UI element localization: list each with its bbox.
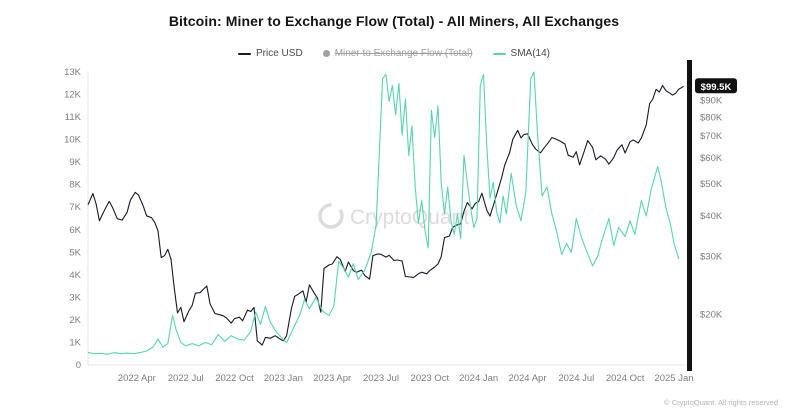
last-price-badge-text: $99.5K <box>701 82 732 93</box>
legend: Price USD Miner to Exchange Flow (Total)… <box>0 48 788 59</box>
left-axis-tick-label: 4K <box>69 270 81 281</box>
last-price-badge <box>695 78 737 94</box>
left-axis-tick-label: 7K <box>69 202 81 213</box>
flow-dot-marker-icon <box>322 50 330 57</box>
x-axis-tick-label: 2022 Oct <box>215 373 254 384</box>
legend-item-miner-flow[interactable]: Miner to Exchange Flow (Total) <box>322 48 473 59</box>
legend-label-price-usd: Price USD <box>256 48 303 59</box>
right-axis-tick-label: $90K <box>700 96 723 107</box>
legend-item-price-usd[interactable]: Price USD <box>238 48 303 59</box>
x-axis-tick-label: 2022 Jul <box>168 373 204 384</box>
right-axis-tick-label: $80K <box>700 112 723 123</box>
watermark-text: CryptoQuant <box>350 206 469 229</box>
left-axis-tick-label: 3K <box>69 292 81 303</box>
series-price-usd <box>87 84 684 346</box>
x-axis-tick-label: 2024 Oct <box>606 373 645 384</box>
legend-label-sma: SMA(14) <box>510 48 550 59</box>
left-axis-tick-label: 8K <box>69 180 81 191</box>
right-axis-tick-label: $30K <box>700 252 723 263</box>
left-axis-tick-label: 10K <box>64 135 82 146</box>
x-axis-tick-label: 2023 Jul <box>363 373 399 384</box>
right-axis-tick-label: $50K <box>700 179 723 190</box>
right-axis-bar <box>687 60 692 371</box>
right-axis-tick-label: $20K <box>700 309 723 320</box>
right-axis-tick-label: $70K <box>700 131 723 142</box>
left-axis-tick-label: 0 <box>76 360 81 371</box>
legend-item-sma[interactable]: SMA(14) <box>492 48 550 59</box>
left-axis-tick-label: 12K <box>64 90 82 101</box>
legend-label-miner-flow: Miner to Exchange Flow (Total) <box>334 48 473 59</box>
x-axis-tick-label: 2023 Oct <box>411 373 450 384</box>
left-axis-tick-label: 2K <box>69 315 81 326</box>
x-axis-tick-label: 2024 Apr <box>508 373 546 384</box>
price-line-marker-icon <box>238 52 251 55</box>
sma-line-marker-icon <box>492 52 506 55</box>
cryptoquant-logo-icon <box>318 203 344 229</box>
left-axis-tick-label: 11K <box>65 112 82 123</box>
x-axis-tick-label: 2024 Jan <box>459 373 498 384</box>
left-axis-tick-label: 6K <box>69 225 81 236</box>
copyright-text: © CryptoQuant. All rights reserved <box>664 398 778 407</box>
left-axis-tick-label: 1K <box>69 337 81 348</box>
right-axis-tick-label: $40K <box>700 211 723 222</box>
series-sma-14- <box>87 71 680 355</box>
x-axis-tick-label: 2023 Jan <box>264 373 303 384</box>
right-axis-tick-label: $60K <box>700 153 723 164</box>
x-axis-tick-label: 2024 Jul <box>558 373 594 384</box>
x-axis-tick-label: 2023 Apr <box>313 373 351 384</box>
left-axis-tick-label: 13K <box>64 67 82 78</box>
x-axis-tick-label: 2022 Apr <box>118 373 156 384</box>
chart-title: Bitcoin: Miner to Exchange Flow (Total) … <box>168 13 620 29</box>
left-axis-tick-label: 9K <box>69 157 81 168</box>
x-axis-tick-label: 2025 Jan <box>654 373 693 384</box>
left-axis-tick-label: 5K <box>69 247 81 258</box>
